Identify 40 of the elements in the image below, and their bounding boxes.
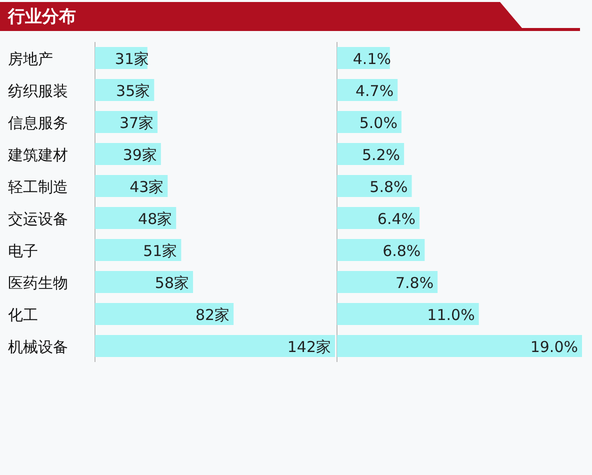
y-tick-label: 电子	[8, 242, 38, 260]
y-tick-label: 房地产	[8, 50, 53, 68]
bar	[337, 335, 582, 357]
data-label: 82家	[196, 306, 230, 324]
y-tick-label: 纺织服装	[8, 82, 68, 100]
data-label: 58家	[154, 274, 190, 292]
y-tick-label: 化工	[8, 306, 38, 324]
chart-title: 行业分布	[7, 7, 76, 27]
bar	[337, 207, 420, 229]
bar	[337, 303, 479, 325]
data-label: 4.7%	[355, 82, 394, 100]
data-label: 35家	[116, 82, 150, 100]
y-tick-label: 交运设备	[8, 210, 68, 228]
bar	[95, 303, 234, 325]
data-label: 5.0%	[359, 114, 398, 132]
y-tick-label: 机械设备	[8, 338, 68, 356]
data-label: 5.8%	[370, 178, 408, 196]
data-label: 31家	[114, 50, 149, 68]
data-label: 19.0%	[530, 338, 578, 356]
bar	[337, 271, 438, 293]
y-tick-label: 医药生物	[8, 274, 68, 292]
bar	[95, 335, 335, 357]
data-label: 142家	[287, 338, 331, 356]
bar	[337, 239, 425, 261]
data-label: 6.4%	[377, 210, 416, 228]
y-tick-label: 轻工制造	[8, 178, 68, 196]
y-tick-label: 信息服务	[8, 114, 68, 132]
data-label: 11.0%	[427, 306, 475, 324]
data-label: 7.8%	[395, 274, 434, 292]
data-label: 6.8%	[382, 242, 421, 260]
bar	[95, 271, 194, 293]
data-label: 48家	[138, 210, 172, 228]
data-label: 5.2%	[362, 146, 400, 164]
data-label: 43家	[130, 178, 164, 196]
data-label: 37家	[119, 114, 154, 132]
data-label: 39家	[122, 146, 157, 164]
y-tick-label: 建筑建材	[7, 146, 68, 164]
data-label: 4.1%	[352, 50, 391, 68]
data-label: 51家	[143, 242, 178, 260]
bar	[95, 239, 182, 261]
